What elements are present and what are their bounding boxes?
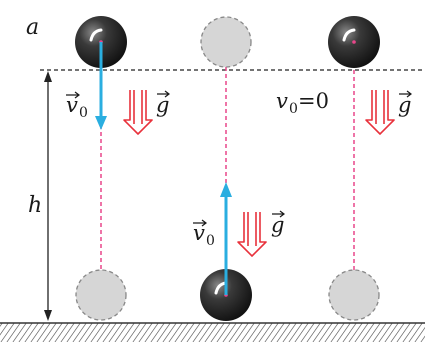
svg-text:g: g	[398, 93, 411, 117]
vector-arrow-icon	[157, 90, 170, 98]
v0-label-left: v 0	[66, 91, 88, 121]
vector-arrow-icon	[66, 91, 80, 99]
arrow-down-icon	[44, 310, 52, 321]
ghost-ball-middle-top	[200, 16, 252, 68]
vector-arrow-icon	[193, 219, 207, 227]
ghost-ball-left-bottom	[75, 269, 127, 321]
velocity-arrow-middle	[220, 182, 232, 295]
height-label: h	[28, 193, 42, 218]
svg-text:0: 0	[289, 101, 298, 117]
ground-hatching	[0, 323, 425, 342]
vector-arrow-icon	[399, 90, 412, 98]
v0-zero-label: v 0 =0	[276, 89, 329, 117]
height-dimension	[44, 71, 52, 321]
svg-text:v: v	[66, 93, 78, 117]
arrow-up-icon	[44, 71, 52, 82]
ball-center-dot	[352, 40, 356, 44]
svg-text:0: 0	[206, 233, 215, 249]
double-arrow-down-icon	[365, 90, 395, 135]
gravity-arrow-middle	[237, 212, 267, 257]
svg-text:v: v	[193, 221, 205, 245]
gravity-arrow-right	[365, 90, 395, 135]
ground	[0, 322, 425, 342]
g-label-middle: g	[271, 210, 285, 237]
gravity-arrow-left	[123, 90, 153, 135]
g-label-right: g	[398, 90, 412, 117]
double-arrow-down-icon	[237, 212, 267, 257]
arrowhead-up-icon	[220, 182, 232, 197]
svg-text:g: g	[156, 93, 169, 117]
v0-label-middle: v 0	[193, 219, 215, 249]
vector-arrow-icon	[272, 210, 285, 218]
ghost-ball-right-bottom	[328, 269, 380, 321]
double-arrow-down-icon	[123, 90, 153, 135]
svg-text:v: v	[276, 89, 288, 113]
svg-text:=0: =0	[298, 89, 329, 113]
g-label-left: g	[156, 90, 170, 117]
velocity-arrow-left	[95, 42, 107, 130]
svg-text:g: g	[271, 213, 284, 237]
panel-letter: a	[26, 15, 39, 40]
svg-text:0: 0	[79, 105, 88, 121]
arrowhead-down-icon	[95, 116, 107, 130]
